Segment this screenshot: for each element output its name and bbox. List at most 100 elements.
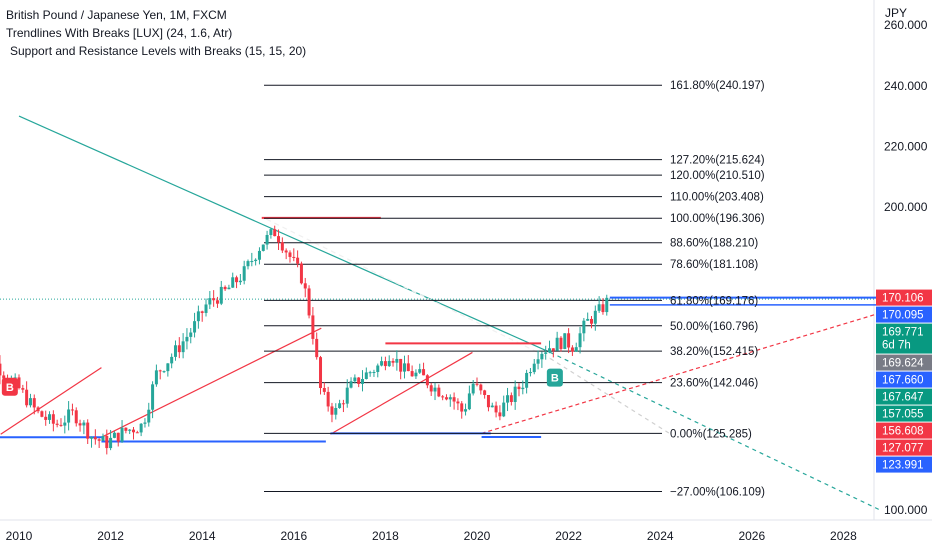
price-tag [876, 422, 932, 439]
candle-body [406, 363, 410, 372]
candle-body [364, 372, 368, 380]
candle-body [422, 369, 426, 376]
candle-body [475, 383, 479, 385]
candle-body [284, 250, 288, 253]
candle-body [605, 297, 609, 313]
candle-body [414, 372, 418, 377]
x-axis-tick: 2014 [189, 529, 216, 543]
candle-body [597, 304, 601, 311]
indicator-trendlines-label[interactable]: Trendlines With Breaks [LUX] (24, 1.6, A… [6, 26, 233, 40]
candle-body [67, 409, 71, 423]
candle-body [269, 229, 273, 235]
candle-body [551, 348, 555, 351]
candle-body [345, 387, 349, 404]
indicator-sr-label[interactable]: Support and Resistance Levels with Break… [10, 44, 307, 58]
candle-body [51, 414, 55, 424]
x-axis-tick: 2028 [830, 529, 857, 543]
candle-body [509, 395, 513, 402]
y-axis-tick: 220.000 [884, 139, 928, 153]
candle-body [55, 423, 59, 425]
candle-body [361, 379, 364, 384]
fib-level-label: 23.60%(142.046) [670, 378, 758, 390]
candle-body [353, 377, 357, 382]
candle-body [330, 406, 334, 415]
fib-level-label: 88.60%(188.210) [670, 238, 758, 250]
candle-body [200, 311, 204, 313]
candle-body [196, 311, 200, 322]
y-axis-tick: 100.000 [884, 503, 928, 517]
candle-body [158, 370, 162, 372]
price-tag-label: 167.647 [882, 392, 924, 404]
price-tag-label: 169.624 [882, 358, 924, 370]
candle-body [555, 337, 559, 351]
candle-body [357, 377, 361, 384]
candle-body [391, 360, 395, 363]
price-tag [876, 405, 932, 422]
candle-body [109, 437, 113, 449]
candle-body [2, 375, 6, 379]
fib-level-label: −27.00%(106.109) [670, 486, 765, 498]
candle-body [528, 372, 532, 374]
candle-body [444, 397, 448, 400]
candle-body [593, 310, 597, 324]
candle-body [273, 229, 277, 237]
candle-body [494, 405, 498, 413]
x-axis-tick: 2022 [555, 529, 582, 543]
price-tag [876, 456, 932, 473]
candle-body [578, 333, 582, 348]
y-axis-tick: 260.000 [884, 18, 928, 32]
break-marker [546, 368, 563, 387]
candle-body [135, 432, 139, 434]
candle-body [63, 422, 67, 426]
candle-body [162, 371, 166, 373]
candle-body [124, 427, 128, 431]
candle-body [498, 412, 502, 417]
break-marker-label: B [551, 373, 559, 385]
candle-body [303, 283, 307, 289]
candle-body [93, 437, 97, 440]
price-tag-label: 156.608 [882, 426, 924, 438]
fib-level-label: 61.80%(169.176) [670, 295, 758, 307]
candle-body [429, 385, 433, 392]
candle-body [433, 387, 437, 392]
candle-body [25, 389, 29, 406]
candle-body [189, 332, 193, 337]
candle-body [307, 288, 311, 316]
candle-body [441, 396, 445, 398]
candle-body [143, 422, 147, 424]
candle-body [334, 408, 338, 415]
fib-level-label: 50.00%(160.796) [670, 321, 758, 333]
trendline-red-projection [481, 312, 881, 434]
candle-body [322, 388, 326, 392]
candle-body [490, 405, 494, 408]
price-tag-label: 157.055 [882, 409, 924, 421]
candle-body [170, 356, 174, 364]
candle-body [349, 381, 353, 388]
price-tag-label: 123.991 [882, 460, 924, 472]
candle-body [59, 424, 63, 426]
candle-body [479, 384, 483, 391]
candle-body [326, 391, 330, 407]
trendline-red-1 [0, 367, 102, 435]
candle-body [235, 277, 239, 283]
candle-body [82, 422, 86, 426]
price-tag [876, 371, 932, 388]
candle-body [380, 361, 384, 366]
candle-body [399, 358, 403, 372]
candle-body [315, 338, 319, 358]
candle-body [257, 250, 261, 260]
x-axis-tick: 2020 [464, 529, 491, 543]
fib-level-label: 120.00%(210.510) [670, 170, 765, 182]
candle-body [151, 384, 155, 410]
candle-body [486, 395, 490, 408]
candle-body [467, 393, 471, 410]
break-marker [1, 377, 18, 396]
price-tag [876, 439, 932, 456]
price-tag-label: 169.771 [882, 327, 924, 339]
symbol-title[interactable]: British Pound / Japanese Yen, 1M, FXCM [6, 8, 227, 22]
trendline-white-dashed [266, 218, 551, 360]
candle-body [502, 402, 506, 417]
candle-body [548, 348, 552, 353]
price-tag [876, 306, 932, 323]
